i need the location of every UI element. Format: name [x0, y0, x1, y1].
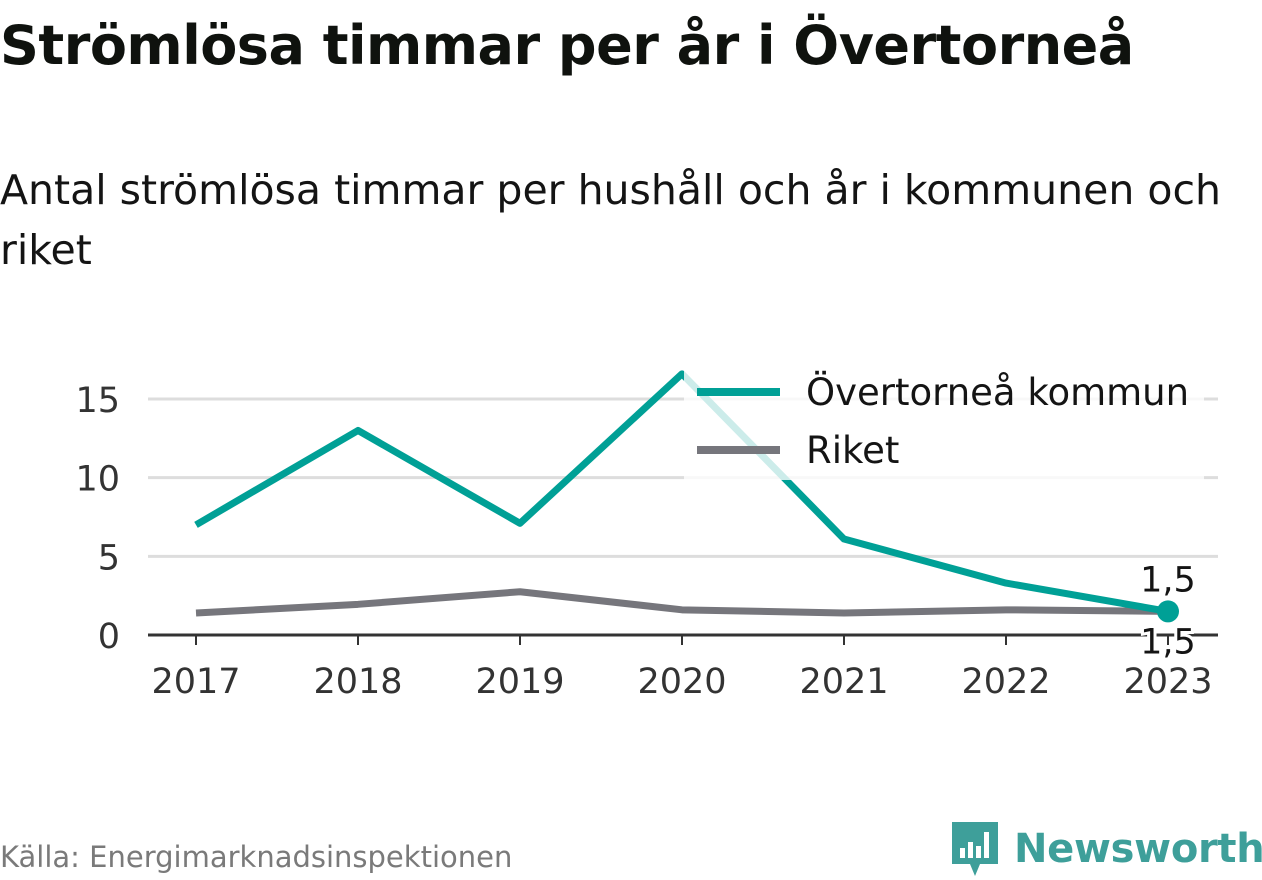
end-point-marker — [1157, 600, 1179, 623]
x-tick-label: 2023 — [1123, 662, 1212, 702]
legend-label-riket: Riket — [806, 429, 899, 472]
legend-label-kommun: Övertorneå kommun — [806, 371, 1189, 414]
x-tick-label: 2022 — [961, 662, 1050, 702]
y-tick-label: 0 — [98, 617, 120, 657]
x-tick-label: 2018 — [313, 662, 402, 702]
x-tick-label: 2017 — [151, 662, 240, 702]
series-line-kommun — [194, 370, 1169, 615]
y-tick-label: 5 — [98, 538, 120, 578]
source-note: Källa: Energimarknadsinspektionen — [0, 840, 513, 874]
x-tick-label: 2019 — [475, 662, 564, 702]
series-line-riket — [195, 588, 1169, 617]
data-label-kommun: 1,5 — [1140, 560, 1196, 600]
legend-background — [684, 362, 1204, 480]
data-labels: 1,5 1,5 — [1137, 557, 1199, 665]
brand-name: Newsworthy — [1014, 826, 1262, 872]
brand-logo: Newsworthy — [950, 818, 1262, 880]
x-tick-label: 2021 — [799, 662, 888, 702]
y-axis-ticks: 0 5 10 15 — [75, 381, 120, 657]
x-tick-label: 2020 — [637, 662, 726, 702]
data-label-riket: 1,5 — [1140, 622, 1196, 662]
chart-subtitle: Antal strömlösa timmar per hushåll och å… — [0, 166, 1221, 274]
x-axis-ticks: 2017 2018 2019 2020 2021 2022 2023 — [151, 635, 1213, 702]
chart-title: Strömlösa timmar per år i Övertorneå — [0, 14, 1134, 77]
series-lines — [194, 370, 1169, 617]
legend: Övertorneå kommun Riket — [684, 362, 1204, 480]
y-tick-label: 15 — [75, 381, 120, 421]
newsworthy-logo-icon — [952, 822, 998, 876]
y-tick-label: 10 — [75, 460, 120, 500]
